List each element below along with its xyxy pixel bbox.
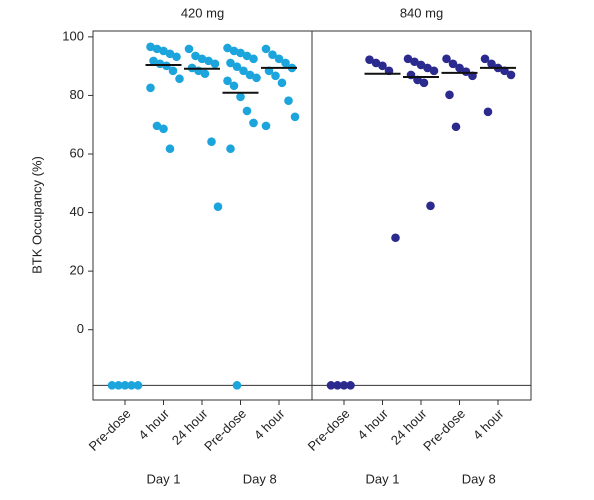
group-label: Day 8 xyxy=(243,471,277,486)
data-point xyxy=(146,42,155,52)
data-point xyxy=(159,46,168,56)
data-point xyxy=(159,124,168,134)
data-point xyxy=(229,81,239,91)
data-point xyxy=(133,381,143,390)
data-point xyxy=(184,44,194,54)
data-point xyxy=(239,66,248,76)
data-point xyxy=(120,381,130,390)
data-point xyxy=(423,63,432,73)
data-point xyxy=(261,44,271,54)
data-point xyxy=(152,121,162,131)
data-point xyxy=(480,54,490,64)
x-tick-label: 4 hour xyxy=(470,405,507,442)
x-tick-label: Pre-dose xyxy=(420,406,468,454)
data-point xyxy=(242,51,252,61)
x-tick-label: 4 hour xyxy=(251,405,288,442)
data-point xyxy=(165,144,175,154)
data-point xyxy=(236,48,245,58)
data-point xyxy=(274,54,284,64)
data-point xyxy=(451,122,461,132)
data-point xyxy=(378,61,387,71)
data-point xyxy=(429,66,439,76)
y-tick-label: 20 xyxy=(70,263,84,278)
data-point xyxy=(419,78,429,88)
group-label: Day 8 xyxy=(462,471,496,486)
data-point xyxy=(226,58,235,68)
data-point xyxy=(114,381,123,390)
data-point xyxy=(207,137,216,146)
y-axis-label: BTK Occupancy (%) xyxy=(29,156,44,274)
data-point xyxy=(442,54,451,64)
data-point xyxy=(229,46,239,56)
data-point xyxy=(268,50,277,60)
panel-title: 840 mg xyxy=(400,5,443,20)
data-point xyxy=(365,55,374,64)
data-point xyxy=(339,381,349,390)
y-tick-label: 80 xyxy=(70,87,84,102)
data-point xyxy=(487,59,496,69)
data-point xyxy=(445,90,454,100)
data-point xyxy=(168,66,178,76)
x-tick-label: Pre-dose xyxy=(201,406,249,454)
data-point xyxy=(448,59,458,69)
x-tick-label: Pre-dose xyxy=(86,406,134,454)
x-tick-label: 4 hour xyxy=(135,405,172,442)
x-tick-label: 4 hour xyxy=(354,405,391,442)
data-point xyxy=(223,76,232,86)
panel-title: 420 mg xyxy=(181,5,224,20)
data-point xyxy=(149,56,158,66)
data-point xyxy=(204,56,213,66)
data-point xyxy=(426,201,435,211)
y-tick-label: 40 xyxy=(70,204,84,219)
panel-frame xyxy=(92,30,313,401)
data-point xyxy=(333,381,342,390)
data-point xyxy=(242,106,252,116)
data-point xyxy=(346,381,355,390)
data-point xyxy=(197,54,207,64)
data-point xyxy=(391,233,400,243)
data-point xyxy=(326,381,336,390)
panel-frame xyxy=(311,30,532,401)
data-point xyxy=(172,52,181,62)
data-point xyxy=(271,71,280,81)
data-point xyxy=(249,54,258,64)
data-point xyxy=(146,83,155,93)
data-point xyxy=(213,202,223,212)
data-point xyxy=(506,70,516,80)
group-label: Day 1 xyxy=(147,471,181,486)
data-point xyxy=(236,92,245,102)
data-point xyxy=(210,59,220,69)
data-point xyxy=(152,44,162,54)
data-point xyxy=(277,78,287,88)
data-point xyxy=(191,51,200,61)
data-point xyxy=(403,54,413,64)
y-tick-label: 100 xyxy=(62,28,84,43)
data-point xyxy=(455,63,464,73)
data-point xyxy=(232,62,242,72)
data-point xyxy=(290,112,300,122)
data-point xyxy=(223,43,232,53)
data-point xyxy=(245,70,255,80)
data-point xyxy=(371,58,381,68)
data-point xyxy=(127,381,136,390)
data-point xyxy=(165,49,175,59)
data-point xyxy=(175,74,184,84)
y-tick-label: 0 xyxy=(77,321,84,336)
y-tick-label: 60 xyxy=(70,145,84,160)
x-tick-label: Pre-dose xyxy=(305,406,353,454)
group-label: Day 1 xyxy=(366,471,400,486)
data-point xyxy=(261,121,271,131)
data-point xyxy=(252,73,261,83)
data-point xyxy=(483,107,493,117)
data-point xyxy=(232,381,242,390)
data-point xyxy=(249,118,258,128)
data-point xyxy=(226,144,235,154)
data-point xyxy=(410,57,419,67)
data-point xyxy=(107,381,117,390)
data-point xyxy=(281,58,290,68)
data-point xyxy=(284,96,293,105)
data-point xyxy=(200,69,210,79)
data-point xyxy=(416,60,426,70)
